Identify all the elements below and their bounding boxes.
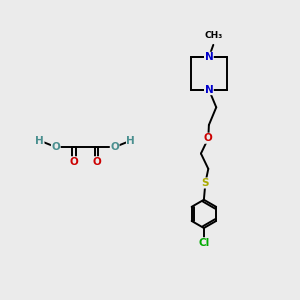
Text: O: O — [51, 142, 60, 152]
Text: N: N — [205, 85, 213, 94]
Text: H: H — [127, 136, 135, 146]
Text: O: O — [204, 133, 213, 143]
Text: O: O — [92, 157, 101, 167]
Text: O: O — [110, 142, 119, 152]
Text: N: N — [205, 52, 213, 62]
Text: H: H — [35, 136, 44, 146]
Text: O: O — [70, 157, 78, 167]
Text: Cl: Cl — [198, 238, 209, 248]
Text: S: S — [202, 178, 209, 188]
Text: CH₃: CH₃ — [204, 31, 222, 40]
